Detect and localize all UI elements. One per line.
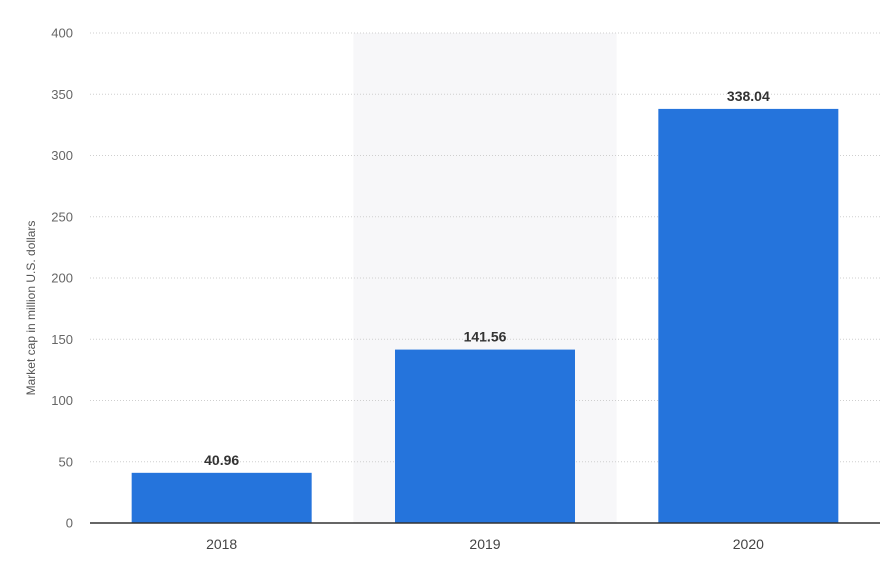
x-tick-label-2018: 2018 <box>206 536 237 552</box>
bar-2020[interactable] <box>658 108 839 523</box>
y-tick-label: 250 <box>51 209 73 224</box>
y-tick-label: 100 <box>51 393 73 408</box>
x-tick-label-2020: 2020 <box>733 536 764 552</box>
data-label-2018: 40.96 <box>204 452 239 468</box>
data-label-2020: 338.04 <box>727 88 770 104</box>
y-tick-label: 300 <box>51 148 73 163</box>
y-tick-label: 200 <box>51 271 73 286</box>
y-tick-label: 50 <box>59 454 73 469</box>
data-labels: 40.96 141.56 338.04 <box>204 88 770 468</box>
x-axis-ticks: 2018 2019 2020 <box>206 536 764 552</box>
bar-2018[interactable] <box>131 472 312 523</box>
y-axis-title: Market cap in million U.S. dollars <box>24 221 38 396</box>
bar-2019[interactable] <box>395 349 575 523</box>
y-tick-label: 400 <box>51 26 73 41</box>
y-tick-label: 150 <box>51 332 73 347</box>
bars <box>131 108 839 523</box>
x-tick-label-2019: 2019 <box>469 536 500 552</box>
y-tick-label: 0 <box>66 516 73 531</box>
y-axis-ticks: 0 50 100 150 200 250 300 350 400 <box>51 26 73 531</box>
data-label-2019: 141.56 <box>464 329 507 345</box>
y-tick-label: 350 <box>51 87 73 102</box>
